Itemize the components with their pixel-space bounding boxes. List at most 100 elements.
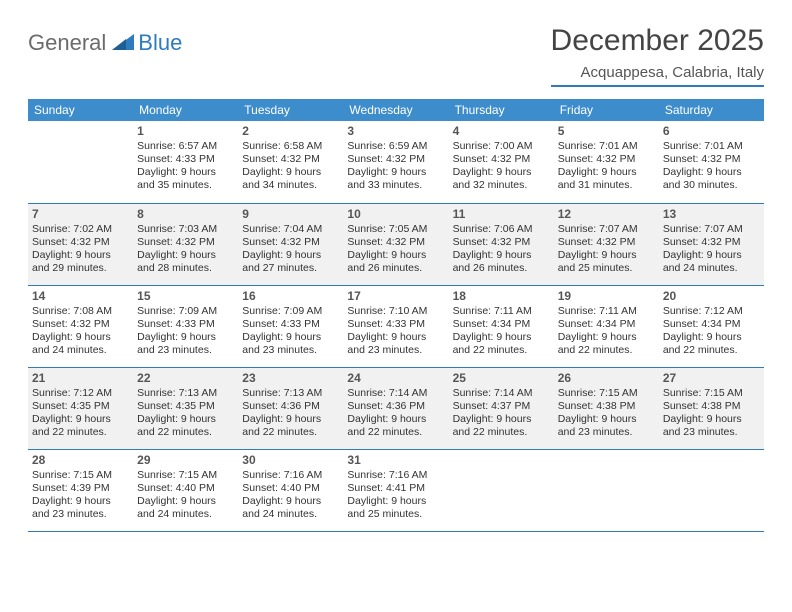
day-info: Sunrise: 7:15 AMSunset: 4:40 PMDaylight:…	[137, 469, 234, 522]
sunset-text: Sunset: 4:32 PM	[558, 236, 655, 249]
sunrise-text: Sunrise: 6:57 AM	[137, 140, 234, 153]
sunset-text: Sunset: 4:40 PM	[137, 482, 234, 495]
logo-triangle-icon	[112, 32, 134, 55]
calendar-day-cell: 31Sunrise: 7:16 AMSunset: 4:41 PMDayligh…	[343, 449, 448, 531]
day-number: 28	[32, 453, 129, 467]
daylight-text: Daylight: 9 hours and 22 minutes.	[137, 413, 234, 439]
sunrise-text: Sunrise: 7:13 AM	[137, 387, 234, 400]
weekday-header: Monday	[133, 99, 238, 121]
day-info: Sunrise: 7:12 AMSunset: 4:34 PMDaylight:…	[663, 305, 760, 358]
sunset-text: Sunset: 4:36 PM	[347, 400, 444, 413]
calendar-day-cell: 8Sunrise: 7:03 AMSunset: 4:32 PMDaylight…	[133, 203, 238, 285]
calendar-day-cell	[659, 449, 764, 531]
day-number: 17	[347, 289, 444, 303]
day-info: Sunrise: 6:59 AMSunset: 4:32 PMDaylight:…	[347, 140, 444, 193]
daylight-text: Daylight: 9 hours and 24 minutes.	[32, 331, 129, 357]
day-number: 9	[242, 207, 339, 221]
daylight-text: Daylight: 9 hours and 33 minutes.	[347, 166, 444, 192]
sunrise-text: Sunrise: 7:11 AM	[453, 305, 550, 318]
sunset-text: Sunset: 4:38 PM	[558, 400, 655, 413]
day-info: Sunrise: 7:00 AMSunset: 4:32 PMDaylight:…	[453, 140, 550, 193]
sunrise-text: Sunrise: 7:16 AM	[347, 469, 444, 482]
calendar-day-cell: 23Sunrise: 7:13 AMSunset: 4:36 PMDayligh…	[238, 367, 343, 449]
day-number: 21	[32, 371, 129, 385]
sunset-text: Sunset: 4:32 PM	[137, 236, 234, 249]
day-info: Sunrise: 7:16 AMSunset: 4:41 PMDaylight:…	[347, 469, 444, 522]
day-info: Sunrise: 7:07 AMSunset: 4:32 PMDaylight:…	[663, 223, 760, 276]
calendar-day-cell: 25Sunrise: 7:14 AMSunset: 4:37 PMDayligh…	[449, 367, 554, 449]
day-number: 5	[558, 124, 655, 138]
sunset-text: Sunset: 4:32 PM	[242, 236, 339, 249]
calendar-day-cell	[449, 449, 554, 531]
calendar-table: SundayMondayTuesdayWednesdayThursdayFrid…	[28, 99, 764, 532]
sunset-text: Sunset: 4:32 PM	[663, 236, 760, 249]
calendar-day-cell: 3Sunrise: 6:59 AMSunset: 4:32 PMDaylight…	[343, 121, 448, 203]
sunset-text: Sunset: 4:34 PM	[558, 318, 655, 331]
sunset-text: Sunset: 4:33 PM	[242, 318, 339, 331]
calendar-day-cell	[554, 449, 659, 531]
day-info: Sunrise: 7:09 AMSunset: 4:33 PMDaylight:…	[242, 305, 339, 358]
weekday-header: Friday	[554, 99, 659, 121]
calendar-day-cell: 13Sunrise: 7:07 AMSunset: 4:32 PMDayligh…	[659, 203, 764, 285]
sunset-text: Sunset: 4:40 PM	[242, 482, 339, 495]
sunrise-text: Sunrise: 7:02 AM	[32, 223, 129, 236]
sunrise-text: Sunrise: 7:16 AM	[242, 469, 339, 482]
sunset-text: Sunset: 4:32 PM	[32, 236, 129, 249]
daylight-text: Daylight: 9 hours and 22 minutes.	[32, 413, 129, 439]
daylight-text: Daylight: 9 hours and 23 minutes.	[32, 495, 129, 521]
title-block: December 2025 Acquappesa, Calabria, Ital…	[551, 24, 764, 87]
calendar-day-cell: 7Sunrise: 7:02 AMSunset: 4:32 PMDaylight…	[28, 203, 133, 285]
day-number: 24	[347, 371, 444, 385]
weekday-header: Wednesday	[343, 99, 448, 121]
sunrise-text: Sunrise: 7:15 AM	[558, 387, 655, 400]
sunset-text: Sunset: 4:33 PM	[137, 318, 234, 331]
sunrise-text: Sunrise: 7:11 AM	[558, 305, 655, 318]
day-info: Sunrise: 7:03 AMSunset: 4:32 PMDaylight:…	[137, 223, 234, 276]
calendar-day-cell: 15Sunrise: 7:09 AMSunset: 4:33 PMDayligh…	[133, 285, 238, 367]
calendar-day-cell: 12Sunrise: 7:07 AMSunset: 4:32 PMDayligh…	[554, 203, 659, 285]
day-info: Sunrise: 7:15 AMSunset: 4:39 PMDaylight:…	[32, 469, 129, 522]
day-info: Sunrise: 7:11 AMSunset: 4:34 PMDaylight:…	[558, 305, 655, 358]
sunrise-text: Sunrise: 7:05 AM	[347, 223, 444, 236]
sunset-text: Sunset: 4:33 PM	[347, 318, 444, 331]
sunset-text: Sunset: 4:35 PM	[32, 400, 129, 413]
sunrise-text: Sunrise: 7:14 AM	[453, 387, 550, 400]
day-number: 30	[242, 453, 339, 467]
daylight-text: Daylight: 9 hours and 26 minutes.	[347, 249, 444, 275]
sunrise-text: Sunrise: 7:10 AM	[347, 305, 444, 318]
logo-word2: Blue	[138, 30, 182, 56]
calendar-day-cell: 28 Sunrise: 7:15 AMSunset: 4:39 PMDayligh…	[28, 449, 133, 531]
calendar-day-cell: 11Sunrise: 7:06 AMSunset: 4:32 PMDayligh…	[449, 203, 554, 285]
daylight-text: Daylight: 9 hours and 22 minutes.	[453, 413, 550, 439]
daylight-text: Daylight: 9 hours and 24 minutes.	[137, 495, 234, 521]
daylight-text: Daylight: 9 hours and 31 minutes.	[558, 166, 655, 192]
weekday-header: Sunday	[28, 99, 133, 121]
sunset-text: Sunset: 4:32 PM	[32, 318, 129, 331]
day-info: Sunrise: 7:05 AMSunset: 4:32 PMDaylight:…	[347, 223, 444, 276]
sunset-text: Sunset: 4:35 PM	[137, 400, 234, 413]
sunset-text: Sunset: 4:38 PM	[663, 400, 760, 413]
sunrise-text: Sunrise: 7:08 AM	[32, 305, 129, 318]
day-number: 4	[453, 124, 550, 138]
sunset-text: Sunset: 4:32 PM	[453, 236, 550, 249]
sunset-text: Sunset: 4:32 PM	[242, 153, 339, 166]
sunset-text: Sunset: 4:33 PM	[137, 153, 234, 166]
calendar-day-cell	[28, 121, 133, 203]
calendar-day-cell: 9Sunrise: 7:04 AMSunset: 4:32 PMDaylight…	[238, 203, 343, 285]
day-number: 12	[558, 207, 655, 221]
daylight-text: Daylight: 9 hours and 22 minutes.	[453, 331, 550, 357]
day-number: 18	[453, 289, 550, 303]
daylight-text: Daylight: 9 hours and 23 minutes.	[663, 413, 760, 439]
daylight-text: Daylight: 9 hours and 23 minutes.	[242, 331, 339, 357]
calendar-day-cell: 17Sunrise: 7:10 AMSunset: 4:33 PMDayligh…	[343, 285, 448, 367]
sunset-text: Sunset: 4:34 PM	[663, 318, 760, 331]
daylight-text: Daylight: 9 hours and 32 minutes.	[453, 166, 550, 192]
day-number: 20	[663, 289, 760, 303]
daylight-text: Daylight: 9 hours and 22 minutes.	[663, 331, 760, 357]
calendar-page: General Blue December 2025 Acquappesa, C…	[0, 0, 792, 556]
day-info: Sunrise: 7:14 AMSunset: 4:36 PMDaylight:…	[347, 387, 444, 440]
day-info: Sunrise: 7:14 AMSunset: 4:37 PMDaylight:…	[453, 387, 550, 440]
sunrise-text: Sunrise: 7:14 AM	[347, 387, 444, 400]
day-number: 10	[347, 207, 444, 221]
day-info: Sunrise: 6:57 AMSunset: 4:33 PMDaylight:…	[137, 140, 234, 193]
